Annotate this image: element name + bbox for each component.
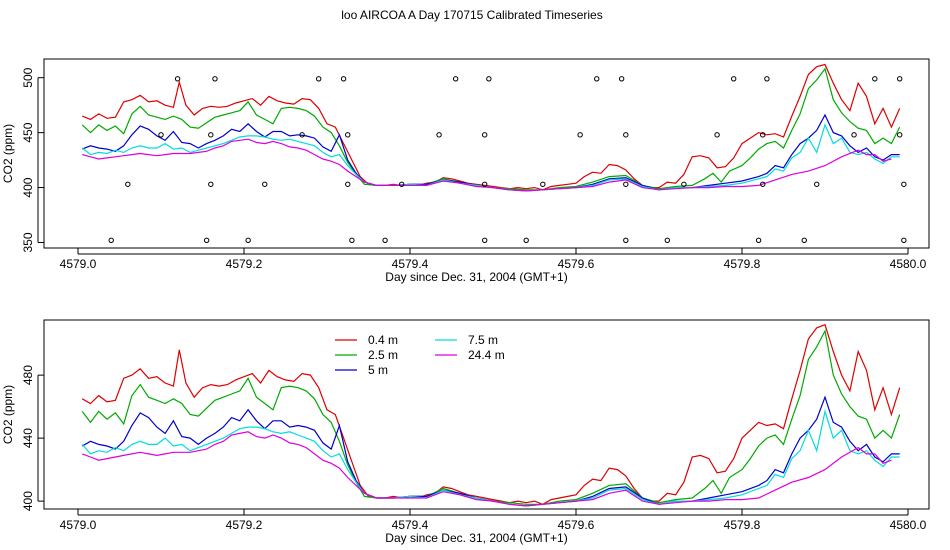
calibration-point [399, 181, 405, 187]
y-tick-label: 500 [21, 67, 35, 87]
calibration-point [299, 132, 305, 138]
calibration-point [760, 181, 766, 187]
page-title: loo AIRCOA A Day 170715 Calibrated Times… [341, 8, 602, 22]
calibration-point [623, 237, 629, 244]
y-tick-label: 350 [21, 232, 35, 252]
y-tick-label: 400 [21, 177, 35, 197]
series-line-1 [81, 329, 901, 505]
calibration-point [125, 181, 131, 187]
x-tick-label: 4580.0 [890, 518, 927, 532]
calibration-point [681, 181, 687, 187]
calibration-point [349, 237, 355, 244]
x-tick-label: 4579.2 [226, 257, 263, 271]
calibration-point [764, 76, 770, 82]
calibration-point [316, 76, 322, 82]
y-axis-label: CO2 (ppm) [1, 385, 15, 444]
calibration-point [577, 132, 583, 138]
calibration-point [174, 76, 181, 82]
legend-label: 0.4 m [368, 333, 398, 347]
calibration-point [382, 237, 388, 244]
calibration-point [345, 132, 351, 138]
calibration-point [901, 237, 907, 244]
calibration-point [482, 181, 488, 187]
series-line-2 [81, 395, 900, 507]
calibration-point [664, 237, 670, 244]
calibration-point [731, 76, 737, 82]
calibration-point [212, 76, 218, 82]
legend-label: 24.4 m [468, 348, 505, 362]
calibration-point [482, 237, 488, 244]
y-tick-label: 480 [21, 365, 35, 385]
calibration-point [897, 76, 903, 82]
series-line-3 [81, 409, 900, 507]
x-tick-label: 4579.6 [558, 518, 595, 532]
calibration-point [755, 237, 762, 244]
plot-frame [43, 319, 930, 510]
calibration-point [486, 76, 492, 82]
x-tick-label: 4579.8 [724, 518, 761, 532]
calibration-point [340, 76, 347, 82]
series-line-0 [81, 323, 901, 505]
calibration-point [760, 132, 766, 138]
series-line-4 [82, 138, 892, 192]
calibration-point [208, 181, 214, 187]
series-line-0 [81, 63, 901, 191]
series-line-1 [81, 67, 901, 191]
y-tick-label: 440 [21, 428, 35, 448]
calibration-point [245, 237, 251, 244]
calibration-point [523, 237, 529, 244]
calibration-point [540, 181, 546, 187]
calibration-point [714, 132, 720, 138]
x-tick-label: 4579.4 [392, 518, 429, 532]
calibration-point [482, 132, 488, 138]
x-tick-label: 4579.4 [392, 257, 429, 271]
calibration-point [901, 181, 907, 187]
calibration-point [897, 132, 903, 138]
calibration-point [452, 76, 459, 82]
calibration-point [618, 76, 625, 82]
calibration-point [203, 237, 210, 244]
x-tick-label: 4579.8 [724, 257, 761, 271]
legend-label: 7.5 m [468, 333, 498, 347]
calibration-point [814, 181, 820, 187]
calibration-point [208, 132, 214, 138]
bottom-panel: 4579.0 4579.2 4579.4 4579.6 4579.8 4580.0 400 4… [1, 319, 930, 545]
calibration-point [623, 132, 629, 138]
x-axis-label: Day since Dec. 31, 2004 (GMT+1) [385, 531, 567, 545]
y-tick-label: 450 [21, 122, 35, 142]
series-line-4 [81, 431, 892, 507]
calibration-point [851, 132, 857, 138]
x-axis-label: Day since Dec. 31, 2004 (GMT+1) [385, 270, 567, 284]
x-tick-label: 4579.2 [226, 518, 263, 532]
plot-frame [43, 58, 930, 249]
calibration-point [158, 132, 164, 138]
legend-label: 5 m [368, 363, 388, 377]
x-tick-label: 4579.0 [60, 257, 97, 271]
x-tick-label: 4580.0 [890, 257, 927, 271]
calibration-point [436, 132, 442, 138]
calibration-point [594, 76, 600, 82]
top-panel: 4579.0 4579.2 4579.4 4579.6 4579.8 4580.0 350 4… [1, 58, 930, 284]
calibration-point [108, 237, 114, 244]
calibration-point [623, 181, 629, 187]
y-tick-label: 400 [21, 491, 35, 511]
calibration-point [345, 181, 351, 187]
calibration-point [801, 237, 807, 244]
y-axis-label: CO2 (ppm) [1, 124, 15, 183]
legend-label: 2.5 m [368, 348, 398, 362]
calibration-point [872, 76, 878, 82]
x-tick-label: 4579.6 [558, 257, 595, 271]
x-tick-label: 4579.0 [60, 518, 97, 532]
calibration-point [262, 181, 268, 187]
